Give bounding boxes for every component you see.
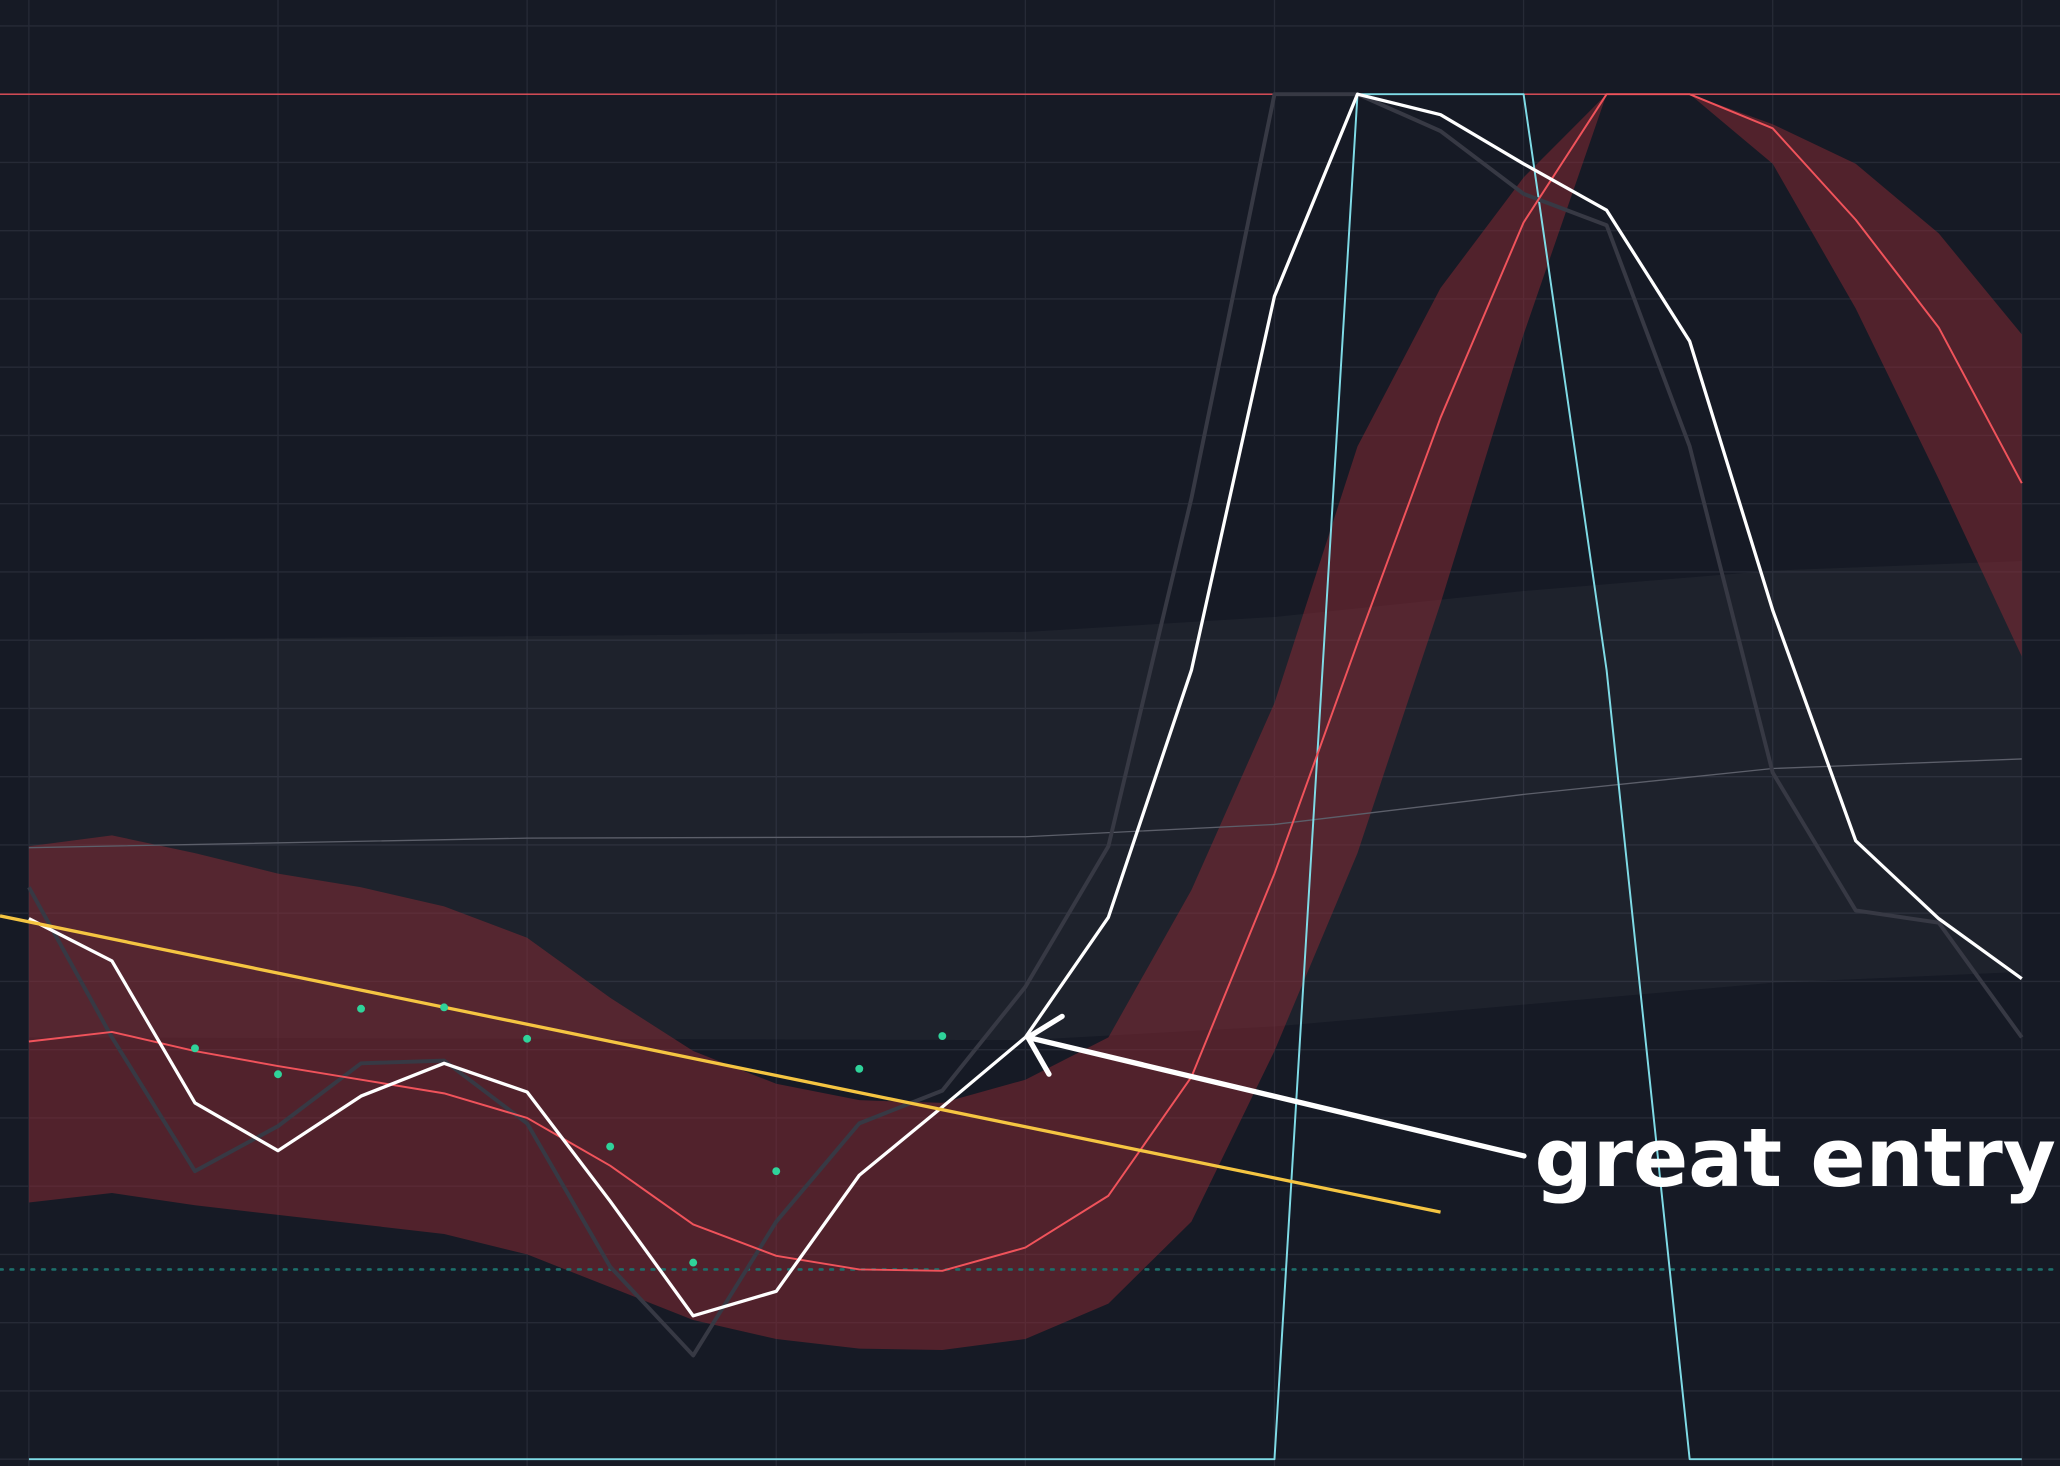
- point: [772, 1167, 781, 1176]
- point: [523, 1034, 532, 1043]
- point: [357, 1004, 365, 1013]
- line: [27, 92, 2024, 1358]
- point: [606, 1142, 615, 1151]
- annotation-arrow: [1025, 1013, 1527, 1159]
- point: [191, 1044, 199, 1053]
- line: [28, 93, 2022, 1461]
- point: [274, 1070, 282, 1079]
- point: [855, 1064, 864, 1073]
- line: [28, 93, 2023, 1272]
- point: [938, 1032, 947, 1040]
- point: [440, 1003, 449, 1012]
- point: [689, 1258, 698, 1267]
- line: [0, 914, 1441, 1214]
- annotation-text: great entry: [1534, 1111, 2055, 1206]
